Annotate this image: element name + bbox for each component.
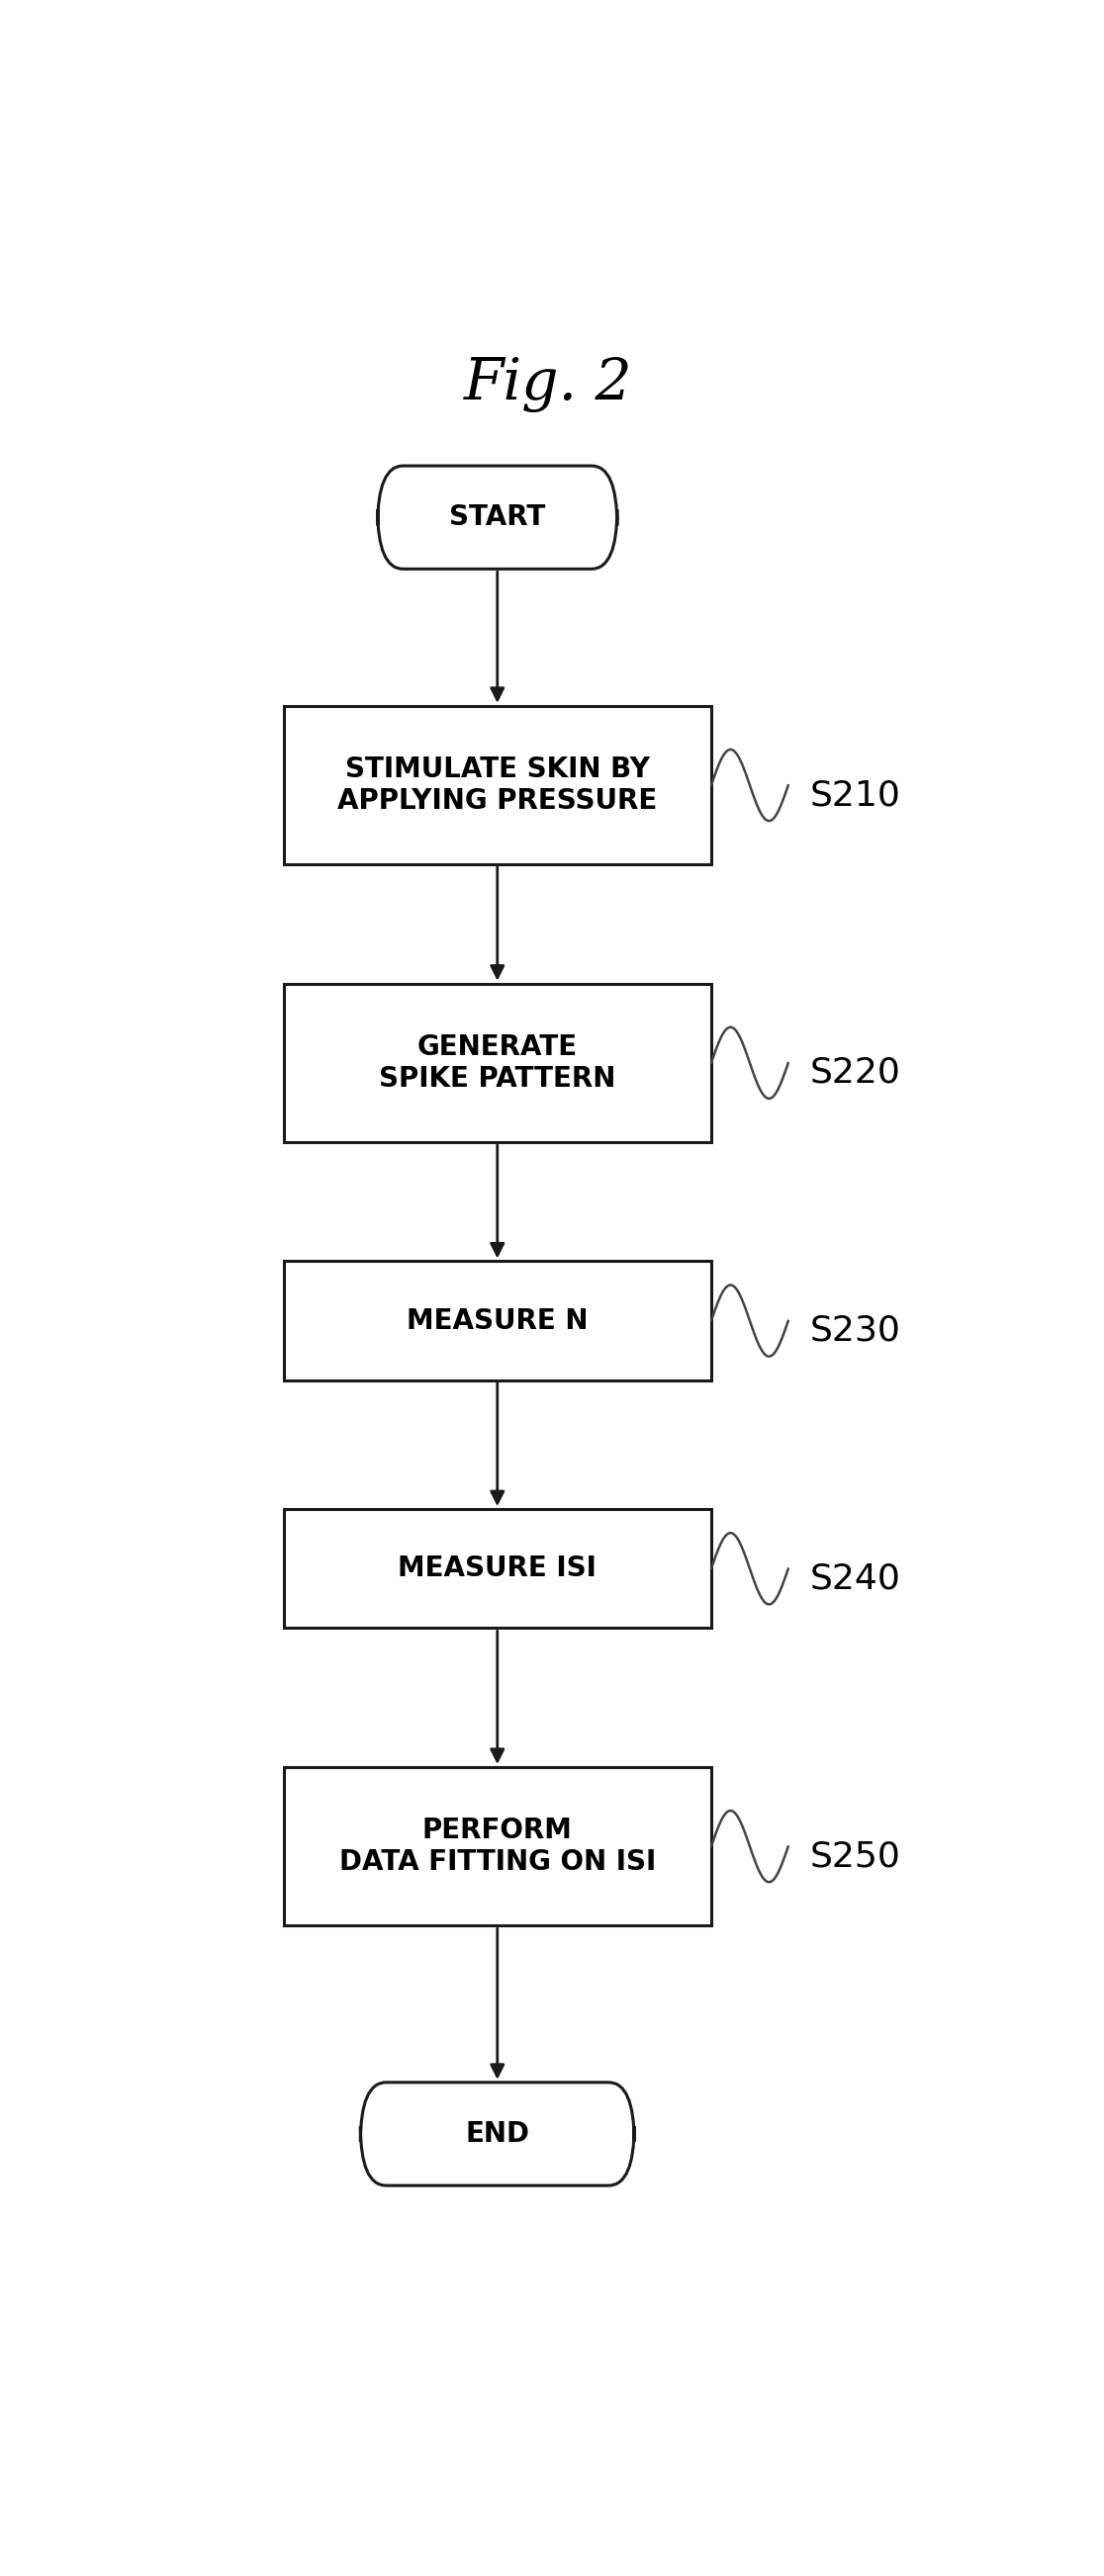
FancyBboxPatch shape bbox=[378, 466, 617, 569]
Text: Fig. 2: Fig. 2 bbox=[465, 355, 633, 412]
Text: S210: S210 bbox=[809, 778, 901, 811]
Text: S230: S230 bbox=[809, 1314, 901, 1347]
FancyBboxPatch shape bbox=[360, 2081, 634, 2184]
Text: S250: S250 bbox=[809, 1839, 901, 1873]
FancyBboxPatch shape bbox=[284, 1262, 711, 1381]
Text: MEASURE ISI: MEASURE ISI bbox=[399, 1556, 596, 1582]
Text: MEASURE N: MEASURE N bbox=[406, 1306, 588, 1334]
Text: S220: S220 bbox=[809, 1056, 901, 1090]
FancyBboxPatch shape bbox=[284, 984, 711, 1141]
Text: STIMULATE SKIN BY
APPLYING PRESSURE: STIMULATE SKIN BY APPLYING PRESSURE bbox=[338, 755, 657, 814]
FancyBboxPatch shape bbox=[284, 1767, 711, 1927]
FancyBboxPatch shape bbox=[284, 706, 711, 866]
Text: START: START bbox=[449, 502, 545, 531]
Text: END: END bbox=[465, 2120, 530, 2148]
FancyBboxPatch shape bbox=[284, 1510, 711, 1628]
Text: GENERATE
SPIKE PATTERN: GENERATE SPIKE PATTERN bbox=[379, 1033, 616, 1092]
Text: PERFORM
DATA FITTING ON ISI: PERFORM DATA FITTING ON ISI bbox=[339, 1816, 656, 1875]
Text: S240: S240 bbox=[809, 1561, 901, 1595]
